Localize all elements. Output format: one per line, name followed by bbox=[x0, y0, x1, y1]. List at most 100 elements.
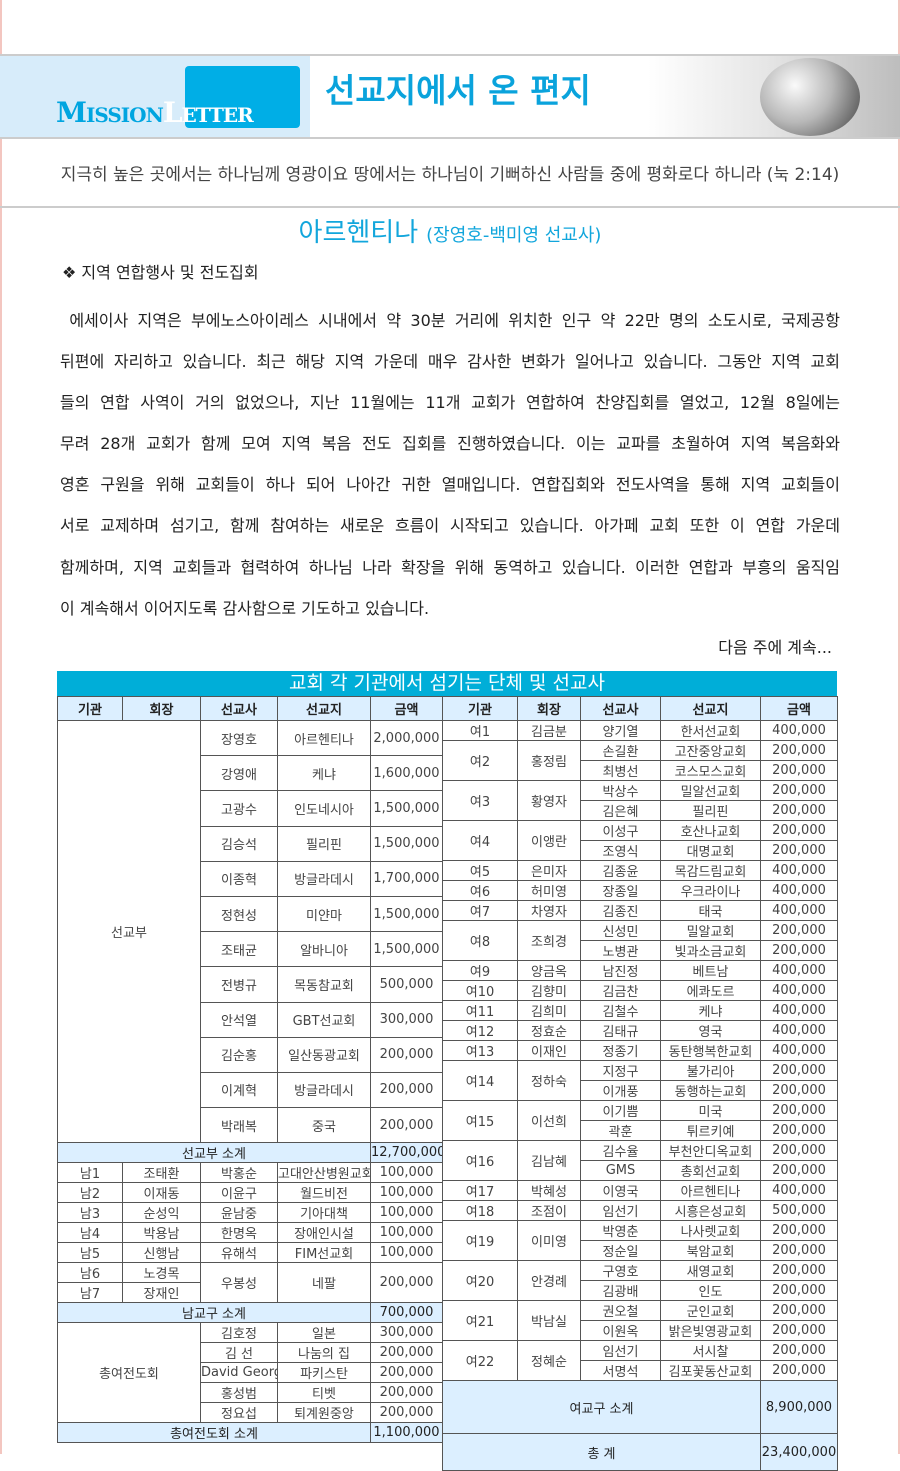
field-cell: 인도네시아 bbox=[277, 790, 371, 827]
total-label: 총 계 bbox=[442, 1433, 761, 1471]
country-title: 아르헨티나 bbox=[298, 218, 419, 248]
logo-part1: Mission bbox=[56, 96, 164, 129]
leader-cell: 허미영 bbox=[517, 880, 581, 901]
amount-cell: 500,000 bbox=[760, 1200, 838, 1221]
amount-cell: 1,600,000 bbox=[370, 755, 443, 792]
mission-letter-logo: MissionLetter bbox=[56, 96, 254, 129]
amount-cell: 400,000 bbox=[760, 1040, 838, 1061]
field-cell: 기아대책 bbox=[277, 1202, 371, 1224]
field-cell: 호산나교회 bbox=[660, 820, 761, 841]
column-header: 선교사 bbox=[580, 696, 661, 721]
missionary-cell: 박상수 bbox=[580, 780, 661, 801]
table-row: 여12 정효순 김태규 영국 400,000 bbox=[442, 1020, 838, 1041]
missionary-cell: 장종일 bbox=[580, 880, 661, 901]
field-cell: 밀알교회 bbox=[660, 920, 761, 941]
field-cell: 케냐 bbox=[660, 1000, 761, 1021]
field-cell: 동행하는교회 bbox=[660, 1080, 761, 1101]
leader-cell: 박용남 bbox=[122, 1222, 201, 1244]
field-cell: 빛과소금교회 bbox=[660, 940, 761, 961]
amount-cell: 400,000 bbox=[760, 1000, 838, 1021]
field-cell: 아르헨티나 bbox=[277, 719, 371, 757]
missionary-cell: 박래복 bbox=[200, 1107, 278, 1144]
right-donation-table: 기관 회장 선교사 선교지 금액 여1 김금분 양기열 한서선교회 400,000 여2 홍정림 손길환… bbox=[442, 696, 838, 1471]
amount-cell: 200,000 bbox=[370, 1382, 443, 1404]
field-cell: 일산동광교회 bbox=[277, 1036, 371, 1073]
missionary-cell: 김 선 bbox=[200, 1342, 278, 1364]
leader-cell: 이앵란 bbox=[517, 820, 581, 861]
table-row: 여13 이재인 정종기 동탄행복한교회 400,000 bbox=[442, 1040, 838, 1061]
table-row: 여15 이선희 이기쁨 미국 200,000 bbox=[442, 1100, 838, 1141]
org-cell: 남3 bbox=[57, 1202, 123, 1224]
missionary-cell: 김수율 bbox=[580, 1140, 661, 1161]
org-cell: 여5 bbox=[442, 860, 518, 881]
leader-cell: 홍정림 bbox=[517, 740, 581, 781]
field-cell: 아르헨티나 bbox=[660, 1180, 761, 1201]
body-line: 들의 연합 사역이 거의 없었으나, 지난 11월에는 11개 교회가 연합하여… bbox=[60, 393, 840, 413]
field-cell: 고잔중앙교회 bbox=[660, 740, 761, 761]
missionary-cell: 김은혜 bbox=[580, 800, 661, 821]
divider bbox=[0, 54, 900, 56]
table-row: 기관 회장 선교사 선교지 금액 bbox=[57, 696, 443, 721]
missionary-cell: 손길환 bbox=[580, 740, 661, 761]
subtotal-amount: 1,100,000 bbox=[370, 1422, 443, 1444]
org-cell: 남4 bbox=[57, 1222, 123, 1244]
field-cell: GBT선교회 bbox=[277, 1001, 371, 1038]
field-cell: 코스모스교회 bbox=[660, 760, 761, 781]
left-donation-table: 기관 회장 선교사 선교지 금액 선교부 장영호 아르헨티나 2,000,000 강영애 케냐 1,6… bbox=[57, 696, 443, 1444]
field-cell: 나눔의 집 bbox=[277, 1342, 371, 1364]
table-row: 여3 황영자 박상수 밀알선교회 200,000 bbox=[442, 780, 838, 821]
bible-verse: 지극히 높은 곳에서는 하나님께 영광이요 땅에서는 하나님이 기뻐하신 사람들… bbox=[60, 165, 840, 185]
field-cell: 새영교회 bbox=[660, 1260, 761, 1281]
field-cell: 미국 bbox=[660, 1100, 761, 1121]
leader-cell: 황영자 bbox=[517, 780, 581, 821]
table-row: 총여전도회 김호정 일본 300,000 bbox=[57, 1322, 443, 1424]
amount-cell: 200,000 bbox=[760, 1280, 838, 1301]
table-row: 여16 김남혜 김수율 부천안디옥교회 200,000 bbox=[442, 1140, 838, 1181]
missionary-cell: David George bbox=[200, 1362, 278, 1384]
field-cell: 방글라데시 bbox=[277, 1071, 371, 1109]
subtotal-amount: 700,000 bbox=[370, 1302, 443, 1324]
missionary-cell: 신성민 bbox=[580, 920, 661, 941]
org-cell: 여8 bbox=[442, 920, 518, 961]
field-cell: 월드비전 bbox=[277, 1182, 371, 1204]
amount-cell: 200,000 bbox=[760, 1220, 838, 1241]
missionary-cell: 최병선 bbox=[580, 760, 661, 781]
table-row: 남1 조태환 박홍순 고대안산병원교회 100,000 bbox=[57, 1162, 443, 1184]
table-title: 교회 각 기관에서 섬기는 단체 및 선교사 bbox=[57, 671, 837, 696]
org-cell: 여21 bbox=[442, 1300, 518, 1341]
missionary-names: (장영호-백미영 선교사) bbox=[426, 225, 602, 246]
column-header: 회장 bbox=[517, 696, 581, 721]
amount-cell: 100,000 bbox=[370, 1202, 443, 1224]
field-cell: 밝은빛영광교회 bbox=[660, 1320, 761, 1341]
org-cell: 여13 bbox=[442, 1040, 518, 1061]
amount-cell: 400,000 bbox=[760, 900, 838, 921]
missionary-cell: 임선기 bbox=[580, 1200, 661, 1221]
table-row: 여8 조희경 신성민 밀알교회 200,000 bbox=[442, 920, 838, 961]
amount-cell: 1,500,000 bbox=[370, 931, 443, 968]
body-line: 서로 교제하며 섬기고, 함께 참여하는 새로운 흐름이 시작되고 있습니다. … bbox=[60, 516, 840, 536]
table-row: GMS 총회선교회 200,000 bbox=[443, 1160, 838, 1181]
missionary-cell: 김철수 bbox=[580, 1000, 661, 1021]
missionary-cell: 김태규 bbox=[580, 1020, 661, 1041]
org-cell: 남1 bbox=[57, 1162, 123, 1184]
column-header: 선교사 bbox=[200, 696, 278, 721]
table-row: 정현성 미얀마 1,500,000 bbox=[58, 895, 443, 933]
missionary-cell: 이계혁 bbox=[200, 1071, 278, 1109]
table-row: 남7 장재인 bbox=[57, 1282, 443, 1304]
table-row: 전병규 목동참교회 500,000 bbox=[58, 966, 443, 1003]
field-cell: 부천안디옥교회 bbox=[660, 1140, 761, 1161]
field-cell: 방글라데시 bbox=[277, 860, 371, 897]
amount-cell: 200,000 bbox=[760, 840, 838, 861]
amount-cell: 200,000 bbox=[760, 820, 838, 841]
table-row: 여4 이앵란 이성구 호산나교회 200,000 bbox=[442, 820, 838, 861]
field-cell: 네팔 bbox=[277, 1262, 371, 1304]
org-cell: 여2 bbox=[442, 740, 518, 781]
banner-logo-area: MissionLetter bbox=[0, 56, 310, 138]
table-row: 여10 김향미 김금찬 에콰도르 400,000 bbox=[442, 980, 838, 1001]
missionary-cell: 강영애 bbox=[200, 755, 278, 792]
field-cell: 미얀마 bbox=[277, 895, 371, 933]
missionary-cell: 이기쁨 bbox=[580, 1100, 661, 1121]
amount-cell: 200,000 bbox=[760, 1360, 838, 1381]
leader-cell: 은미자 bbox=[517, 860, 581, 881]
